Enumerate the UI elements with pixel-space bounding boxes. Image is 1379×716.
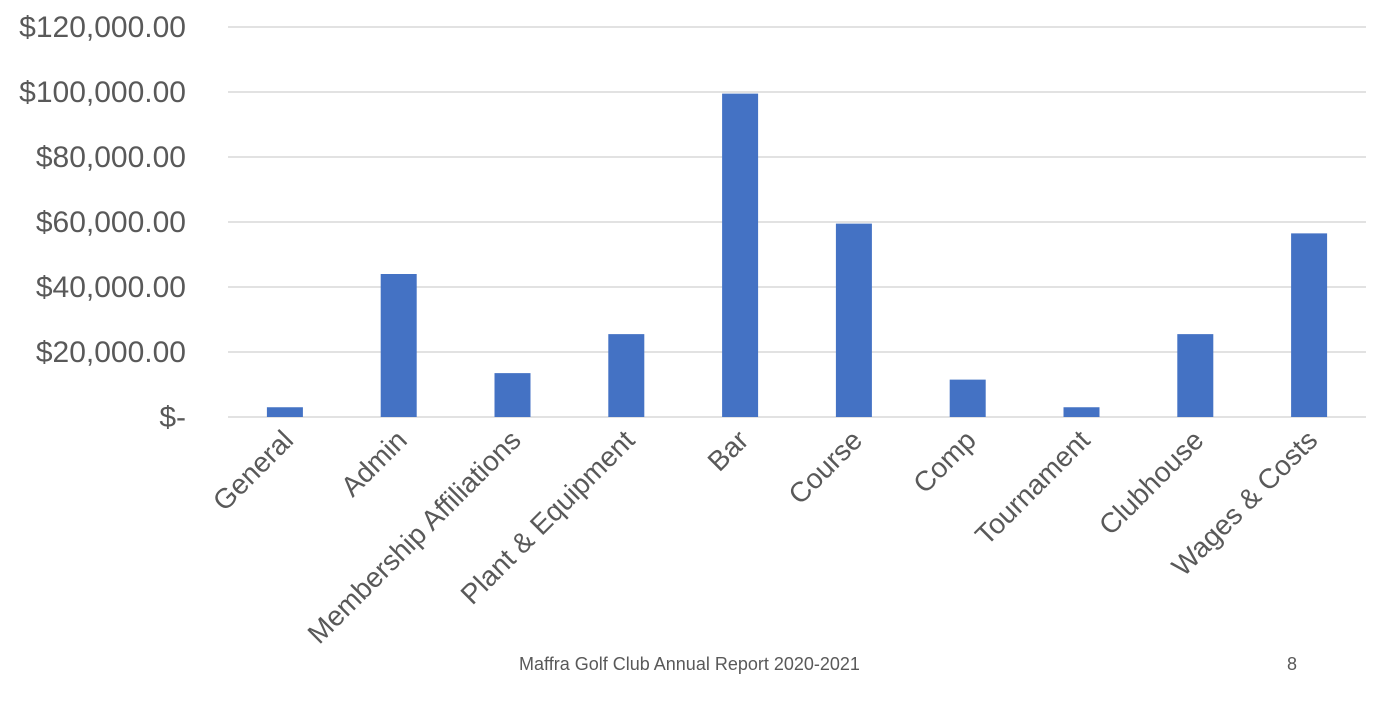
- gridlines: [228, 26, 1366, 418]
- y-tick-label: $-: [159, 401, 186, 434]
- x-tick-label: Admin: [335, 424, 413, 502]
- x-tick-label: Course: [782, 424, 868, 510]
- y-tick-label: $100,000.00: [19, 76, 186, 109]
- bar-general: [266, 407, 303, 417]
- x-tick-label: Tournament: [969, 424, 1096, 551]
- bar-membership-affiliations: [494, 373, 531, 417]
- bar-plant-equipment: [608, 334, 645, 417]
- y-tick-label: $60,000.00: [36, 206, 186, 239]
- x-tick-label: General: [207, 424, 299, 516]
- y-tick-label: $20,000.00: [36, 336, 186, 369]
- y-tick-label: $80,000.00: [36, 141, 186, 174]
- bar-comp: [949, 379, 986, 417]
- x-tick-label: Bar: [702, 424, 755, 477]
- y-tick-label: $40,000.00: [36, 271, 186, 304]
- bar-wages-costs: [1291, 233, 1328, 417]
- bar-tournament: [1063, 407, 1100, 417]
- y-axis-ticks: $- $20,000.00 $40,000.00 $60,000.00 $80,000.…: [19, 11, 186, 434]
- y-tick-label: $120,000.00: [19, 11, 186, 44]
- bar-bar: [722, 93, 759, 417]
- x-tick-label: Comp: [907, 424, 982, 499]
- bar-admin: [380, 274, 417, 417]
- page-number: 8: [1287, 654, 1298, 674]
- bar-clubhouse: [1177, 334, 1214, 417]
- bars: [266, 93, 1328, 417]
- x-tick-label: Clubhouse: [1093, 424, 1210, 541]
- footer-title: Maffra Golf Club Annual Report 2020-2021: [519, 654, 860, 674]
- x-tick-label: Membership Affiliations: [302, 424, 527, 649]
- bar-course: [835, 223, 872, 417]
